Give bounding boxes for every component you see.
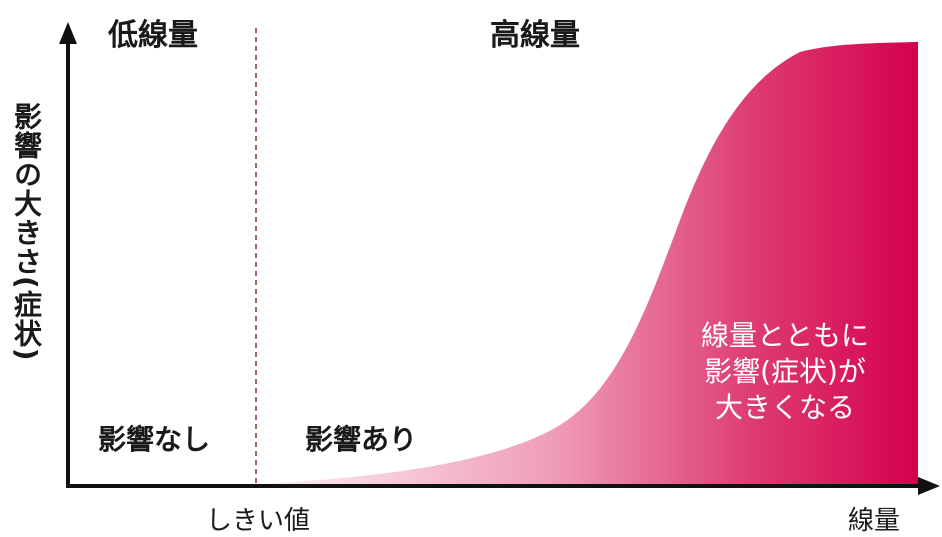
curve-annotation-line3: 大きくなる [714, 391, 855, 424]
high-dose-label: 高線量 [490, 18, 580, 53]
low-dose-label: 低線量 [108, 18, 198, 53]
y-axis-label: 影響の大きさ(症状) [10, 102, 43, 362]
response-curve-area [258, 42, 918, 484]
effect-label: 影響あり [305, 423, 418, 456]
x-axis-arrow [918, 477, 940, 495]
no-effect-label: 影響なし [98, 423, 211, 456]
y-axis-arrow [59, 22, 77, 44]
threshold-label: しきい値 [206, 506, 311, 536]
x-axis-label: 線量 [848, 506, 901, 536]
curve-annotation-line1: 線量とともに [700, 319, 869, 352]
curve-annotation-line2: 影響(症状)が [704, 355, 866, 388]
curve-annotation: 線量とともに 影響(症状)が 大きくなる [660, 318, 910, 426]
